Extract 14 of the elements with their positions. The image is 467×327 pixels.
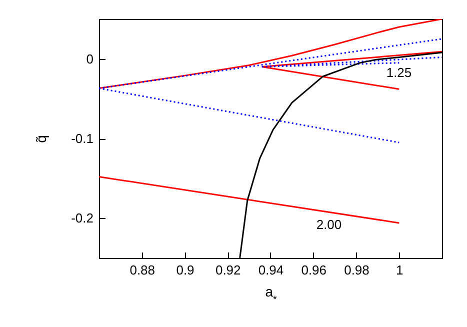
x-tick-label: 0.88 xyxy=(130,262,156,278)
annotation: 2.00 xyxy=(316,217,342,232)
annotation: 1.25 xyxy=(386,65,412,80)
x-tick-label: 0.94 xyxy=(258,262,284,278)
x-tick-label: 0.9 xyxy=(176,262,194,278)
y-tick-label: -0.2 xyxy=(71,210,94,226)
y-axis-title: q̃ xyxy=(33,135,50,143)
x-tick-label: 0.98 xyxy=(344,262,370,278)
x-axis-title: a$_{*}$ xyxy=(265,284,277,305)
x-tick-label: 1 xyxy=(396,262,404,278)
y-tick-label: -0.1 xyxy=(71,131,94,146)
x-tick-label: 0.92 xyxy=(215,262,241,278)
x-tick-label: 0.96 xyxy=(301,262,327,278)
y-tick-label: 0 xyxy=(86,51,94,66)
